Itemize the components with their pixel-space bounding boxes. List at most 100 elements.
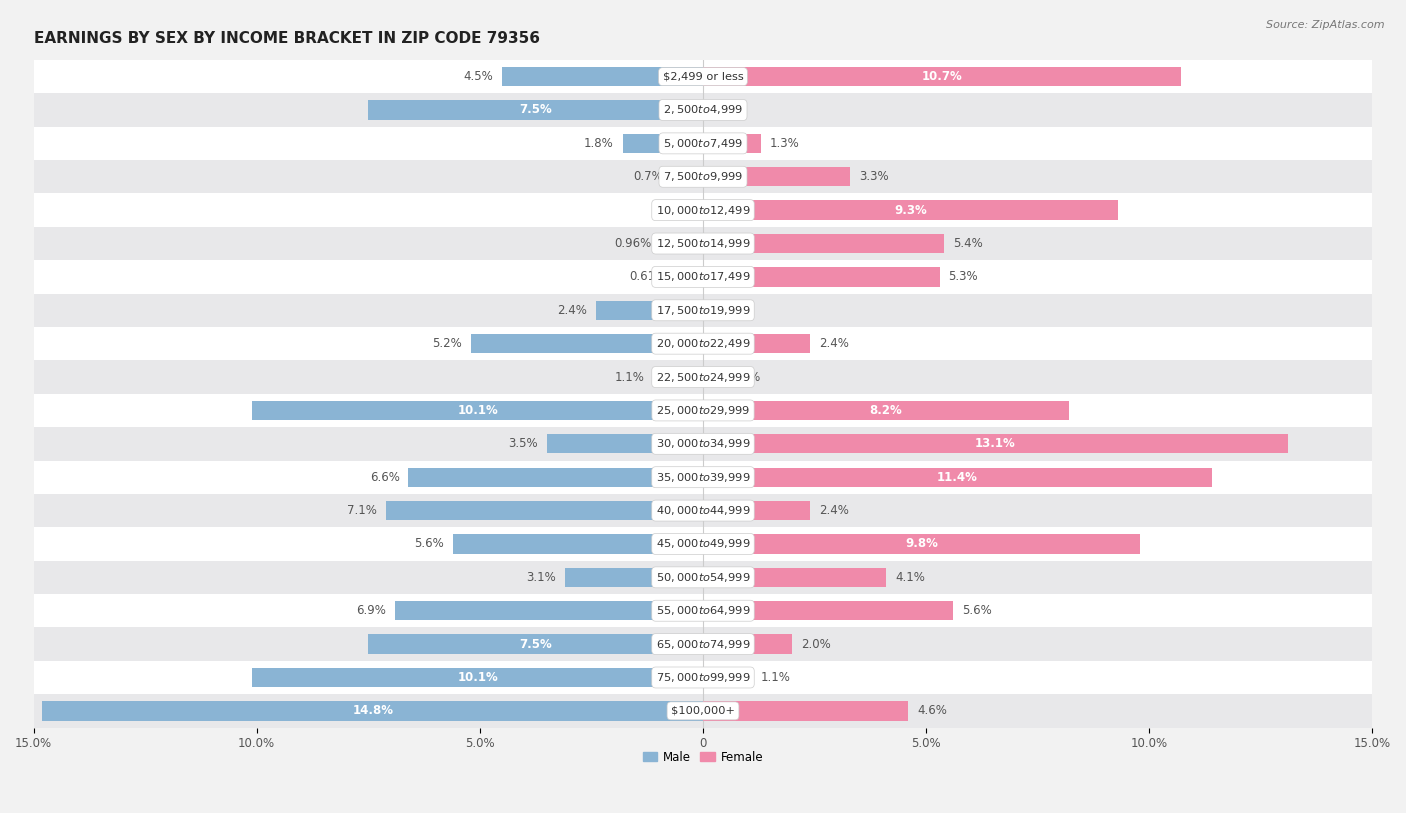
Text: 1.1%: 1.1% [614, 371, 645, 384]
Bar [471, 334, 703, 354]
Text: 9.8%: 9.8% [905, 537, 938, 550]
Bar [34, 628, 1372, 661]
Text: 10.1%: 10.1% [457, 671, 498, 684]
Text: $30,000 to $34,999: $30,000 to $34,999 [655, 437, 751, 450]
Bar [453, 534, 703, 554]
Text: 5.6%: 5.6% [962, 604, 991, 617]
Bar [368, 634, 703, 654]
Text: $22,500 to $24,999: $22,500 to $24,999 [655, 371, 751, 384]
Bar [672, 167, 703, 186]
Text: $7,500 to $9,999: $7,500 to $9,999 [664, 170, 742, 183]
Bar [252, 401, 703, 420]
Bar [34, 427, 1372, 460]
Bar [703, 501, 810, 520]
Bar [42, 701, 703, 720]
Text: 10.1%: 10.1% [457, 404, 498, 417]
Bar [34, 260, 1372, 293]
Bar [34, 694, 1372, 728]
Bar [703, 601, 953, 620]
Bar [34, 360, 1372, 393]
Bar [34, 93, 1372, 127]
Bar [547, 434, 703, 454]
Text: $10,000 to $12,499: $10,000 to $12,499 [655, 203, 751, 216]
Text: $50,000 to $54,999: $50,000 to $54,999 [655, 571, 751, 584]
Text: $75,000 to $99,999: $75,000 to $99,999 [655, 671, 751, 684]
Bar [34, 661, 1372, 694]
Text: $65,000 to $74,999: $65,000 to $74,999 [655, 637, 751, 650]
Bar [34, 493, 1372, 528]
Text: $17,500 to $19,999: $17,500 to $19,999 [655, 304, 751, 317]
Bar [34, 561, 1372, 594]
Text: 0.7%: 0.7% [633, 170, 662, 183]
Bar [34, 460, 1372, 493]
Bar [703, 267, 939, 287]
Text: 4.6%: 4.6% [917, 704, 948, 717]
Text: 1.1%: 1.1% [761, 671, 792, 684]
Bar [703, 234, 943, 253]
Text: 0.0%: 0.0% [710, 103, 740, 116]
Text: 0.26%: 0.26% [724, 371, 761, 384]
Text: 2.4%: 2.4% [820, 337, 849, 350]
Text: 5.6%: 5.6% [415, 537, 444, 550]
Text: 5.2%: 5.2% [432, 337, 463, 350]
Text: 6.6%: 6.6% [370, 471, 399, 484]
Text: $15,000 to $17,499: $15,000 to $17,499 [655, 271, 751, 284]
Text: $25,000 to $29,999: $25,000 to $29,999 [655, 404, 751, 417]
Bar [703, 434, 1288, 454]
Bar [34, 160, 1372, 193]
Text: 0.0%: 0.0% [710, 304, 740, 317]
Bar [34, 594, 1372, 628]
Text: 6.9%: 6.9% [356, 604, 387, 617]
Bar [703, 701, 908, 720]
Text: 4.5%: 4.5% [464, 70, 494, 83]
Bar [703, 401, 1069, 420]
Text: 0.61%: 0.61% [630, 271, 666, 284]
Text: $5,000 to $7,499: $5,000 to $7,499 [664, 137, 742, 150]
Text: $20,000 to $22,499: $20,000 to $22,499 [655, 337, 751, 350]
Text: 3.3%: 3.3% [859, 170, 889, 183]
Bar [703, 167, 851, 186]
Bar [703, 133, 761, 153]
Text: 0.96%: 0.96% [614, 237, 651, 250]
Bar [703, 667, 752, 687]
Bar [623, 133, 703, 153]
Bar [703, 201, 1118, 220]
Bar [34, 293, 1372, 327]
Text: 7.5%: 7.5% [519, 637, 553, 650]
Text: $35,000 to $39,999: $35,000 to $39,999 [655, 471, 751, 484]
Text: $12,500 to $14,999: $12,500 to $14,999 [655, 237, 751, 250]
Bar [34, 528, 1372, 561]
Text: 5.3%: 5.3% [949, 271, 979, 284]
Text: 5.4%: 5.4% [953, 237, 983, 250]
Text: 3.1%: 3.1% [526, 571, 555, 584]
Text: 14.8%: 14.8% [353, 704, 394, 717]
Bar [596, 301, 703, 320]
Bar [368, 100, 703, 120]
Bar [565, 567, 703, 587]
Text: 0.0%: 0.0% [666, 203, 696, 216]
Text: $55,000 to $64,999: $55,000 to $64,999 [655, 604, 751, 617]
Text: 2.4%: 2.4% [557, 304, 586, 317]
Bar [703, 67, 1181, 86]
Text: 3.5%: 3.5% [508, 437, 538, 450]
Text: $100,000+: $100,000+ [671, 706, 735, 716]
Bar [703, 534, 1140, 554]
Text: EARNINGS BY SEX BY INCOME BRACKET IN ZIP CODE 79356: EARNINGS BY SEX BY INCOME BRACKET IN ZIP… [34, 31, 540, 46]
Text: 7.5%: 7.5% [519, 103, 553, 116]
Text: 8.2%: 8.2% [869, 404, 903, 417]
Bar [34, 227, 1372, 260]
Bar [34, 327, 1372, 360]
Text: 1.8%: 1.8% [583, 137, 614, 150]
Bar [703, 567, 886, 587]
Text: $2,500 to $4,999: $2,500 to $4,999 [664, 103, 742, 116]
Bar [34, 60, 1372, 93]
Text: 2.4%: 2.4% [820, 504, 849, 517]
Text: 13.1%: 13.1% [974, 437, 1015, 450]
Legend: Male, Female: Male, Female [638, 746, 768, 768]
Text: 1.3%: 1.3% [770, 137, 800, 150]
Bar [395, 601, 703, 620]
Text: $2,499 or less: $2,499 or less [662, 72, 744, 81]
Bar [34, 393, 1372, 427]
Bar [703, 634, 792, 654]
Bar [703, 334, 810, 354]
